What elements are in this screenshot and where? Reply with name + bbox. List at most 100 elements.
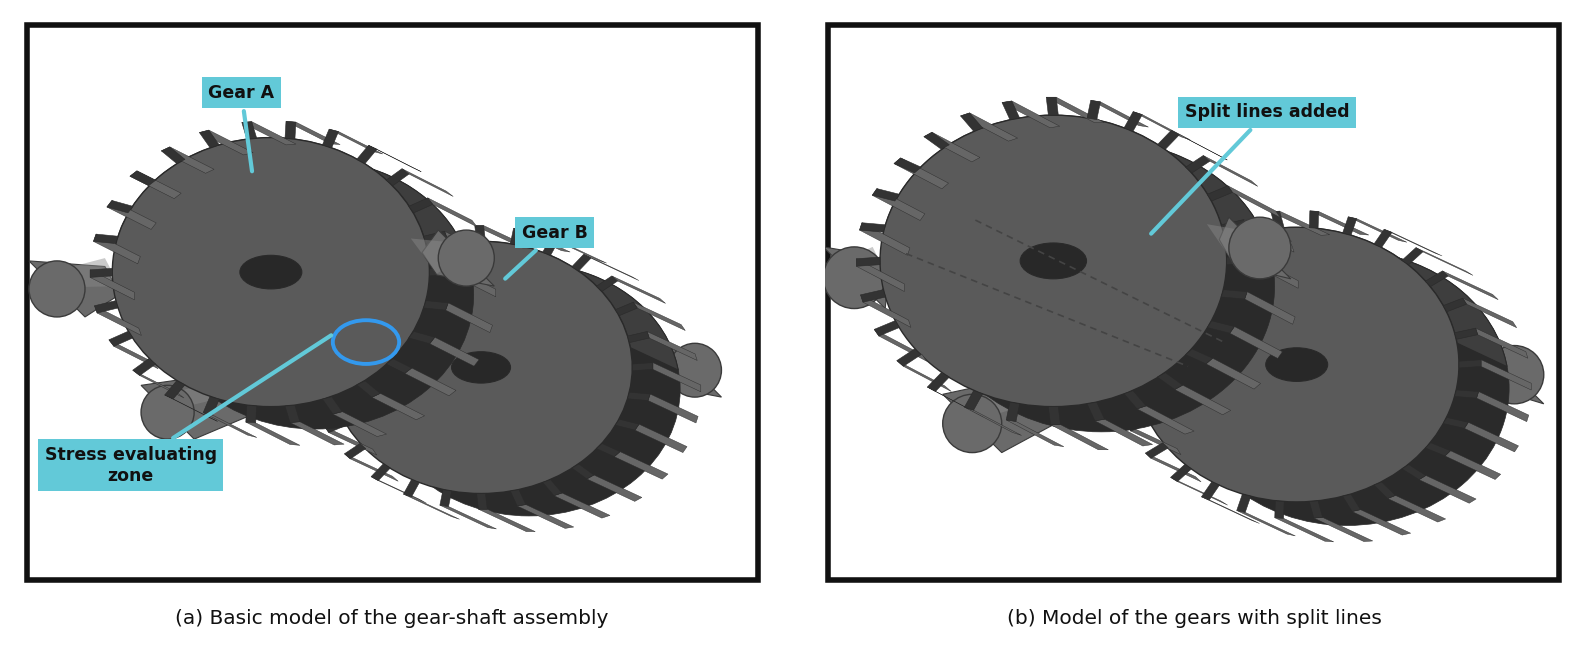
Polygon shape: [368, 145, 422, 172]
Polygon shape: [1481, 360, 1530, 390]
FancyBboxPatch shape: [828, 25, 1559, 581]
Polygon shape: [141, 359, 338, 439]
Ellipse shape: [668, 343, 722, 397]
Polygon shape: [653, 363, 701, 392]
Polygon shape: [312, 392, 335, 403]
Polygon shape: [1477, 391, 1529, 422]
Polygon shape: [961, 113, 983, 131]
Polygon shape: [309, 365, 357, 395]
Ellipse shape: [330, 241, 633, 494]
Polygon shape: [95, 301, 119, 313]
Ellipse shape: [29, 261, 86, 317]
Polygon shape: [162, 147, 186, 163]
Polygon shape: [511, 490, 527, 506]
Polygon shape: [1220, 217, 1291, 279]
Polygon shape: [312, 397, 363, 426]
Polygon shape: [1443, 271, 1499, 299]
Polygon shape: [322, 129, 338, 148]
Polygon shape: [1313, 517, 1373, 542]
Polygon shape: [1207, 224, 1259, 264]
Polygon shape: [1124, 301, 1150, 312]
Ellipse shape: [239, 255, 301, 289]
Polygon shape: [1229, 327, 1283, 358]
Polygon shape: [331, 241, 679, 370]
Polygon shape: [325, 426, 377, 455]
Polygon shape: [1002, 101, 1059, 128]
Polygon shape: [385, 168, 409, 185]
Polygon shape: [1373, 482, 1396, 498]
Polygon shape: [542, 238, 558, 255]
Polygon shape: [628, 392, 650, 400]
Ellipse shape: [157, 160, 474, 429]
Polygon shape: [596, 443, 620, 457]
Polygon shape: [130, 171, 155, 185]
Polygon shape: [860, 223, 885, 232]
Polygon shape: [1207, 186, 1232, 201]
Polygon shape: [856, 257, 880, 266]
Polygon shape: [961, 113, 1018, 141]
Polygon shape: [322, 397, 343, 414]
Polygon shape: [1426, 443, 1451, 456]
Polygon shape: [634, 424, 687, 452]
Ellipse shape: [141, 386, 193, 439]
Polygon shape: [1124, 111, 1142, 131]
Polygon shape: [1145, 453, 1201, 482]
Polygon shape: [1270, 211, 1329, 235]
Polygon shape: [1091, 100, 1148, 127]
Polygon shape: [1086, 402, 1104, 421]
Polygon shape: [200, 130, 254, 155]
Polygon shape: [1158, 373, 1183, 389]
Polygon shape: [343, 278, 366, 292]
Polygon shape: [246, 422, 300, 445]
Polygon shape: [612, 276, 666, 303]
Polygon shape: [401, 168, 454, 196]
Polygon shape: [114, 137, 471, 273]
Polygon shape: [1197, 231, 1220, 248]
Polygon shape: [925, 132, 980, 162]
Polygon shape: [633, 302, 685, 330]
Polygon shape: [584, 254, 639, 281]
Polygon shape: [1115, 390, 1139, 401]
Polygon shape: [1050, 424, 1109, 450]
Polygon shape: [285, 121, 297, 139]
Polygon shape: [285, 121, 339, 145]
Polygon shape: [964, 407, 1021, 435]
Polygon shape: [241, 122, 297, 145]
Polygon shape: [325, 419, 347, 433]
Polygon shape: [474, 226, 531, 248]
Polygon shape: [446, 303, 493, 332]
Polygon shape: [444, 231, 492, 261]
Polygon shape: [1343, 217, 1356, 235]
Polygon shape: [423, 301, 449, 310]
Polygon shape: [1204, 156, 1258, 187]
Polygon shape: [1115, 331, 1139, 340]
Polygon shape: [882, 115, 1272, 263]
Ellipse shape: [928, 141, 1275, 432]
Polygon shape: [344, 454, 398, 481]
Polygon shape: [633, 363, 653, 371]
Polygon shape: [95, 306, 141, 336]
Polygon shape: [596, 276, 617, 292]
Polygon shape: [615, 302, 638, 316]
Polygon shape: [357, 381, 381, 397]
Polygon shape: [479, 509, 534, 531]
Polygon shape: [550, 238, 606, 263]
Polygon shape: [1373, 229, 1393, 248]
Polygon shape: [1310, 211, 1318, 228]
Polygon shape: [1128, 425, 1182, 455]
Polygon shape: [428, 198, 477, 227]
Polygon shape: [1115, 331, 1167, 361]
FancyBboxPatch shape: [27, 25, 758, 581]
Polygon shape: [517, 505, 574, 528]
Polygon shape: [312, 334, 362, 363]
Polygon shape: [246, 405, 257, 423]
Polygon shape: [477, 494, 487, 509]
Polygon shape: [1124, 391, 1147, 409]
Polygon shape: [860, 223, 910, 255]
Polygon shape: [1205, 358, 1261, 389]
Polygon shape: [165, 381, 186, 399]
Polygon shape: [823, 247, 888, 308]
Polygon shape: [1167, 249, 1191, 264]
Polygon shape: [614, 452, 668, 479]
Polygon shape: [1232, 218, 1251, 235]
